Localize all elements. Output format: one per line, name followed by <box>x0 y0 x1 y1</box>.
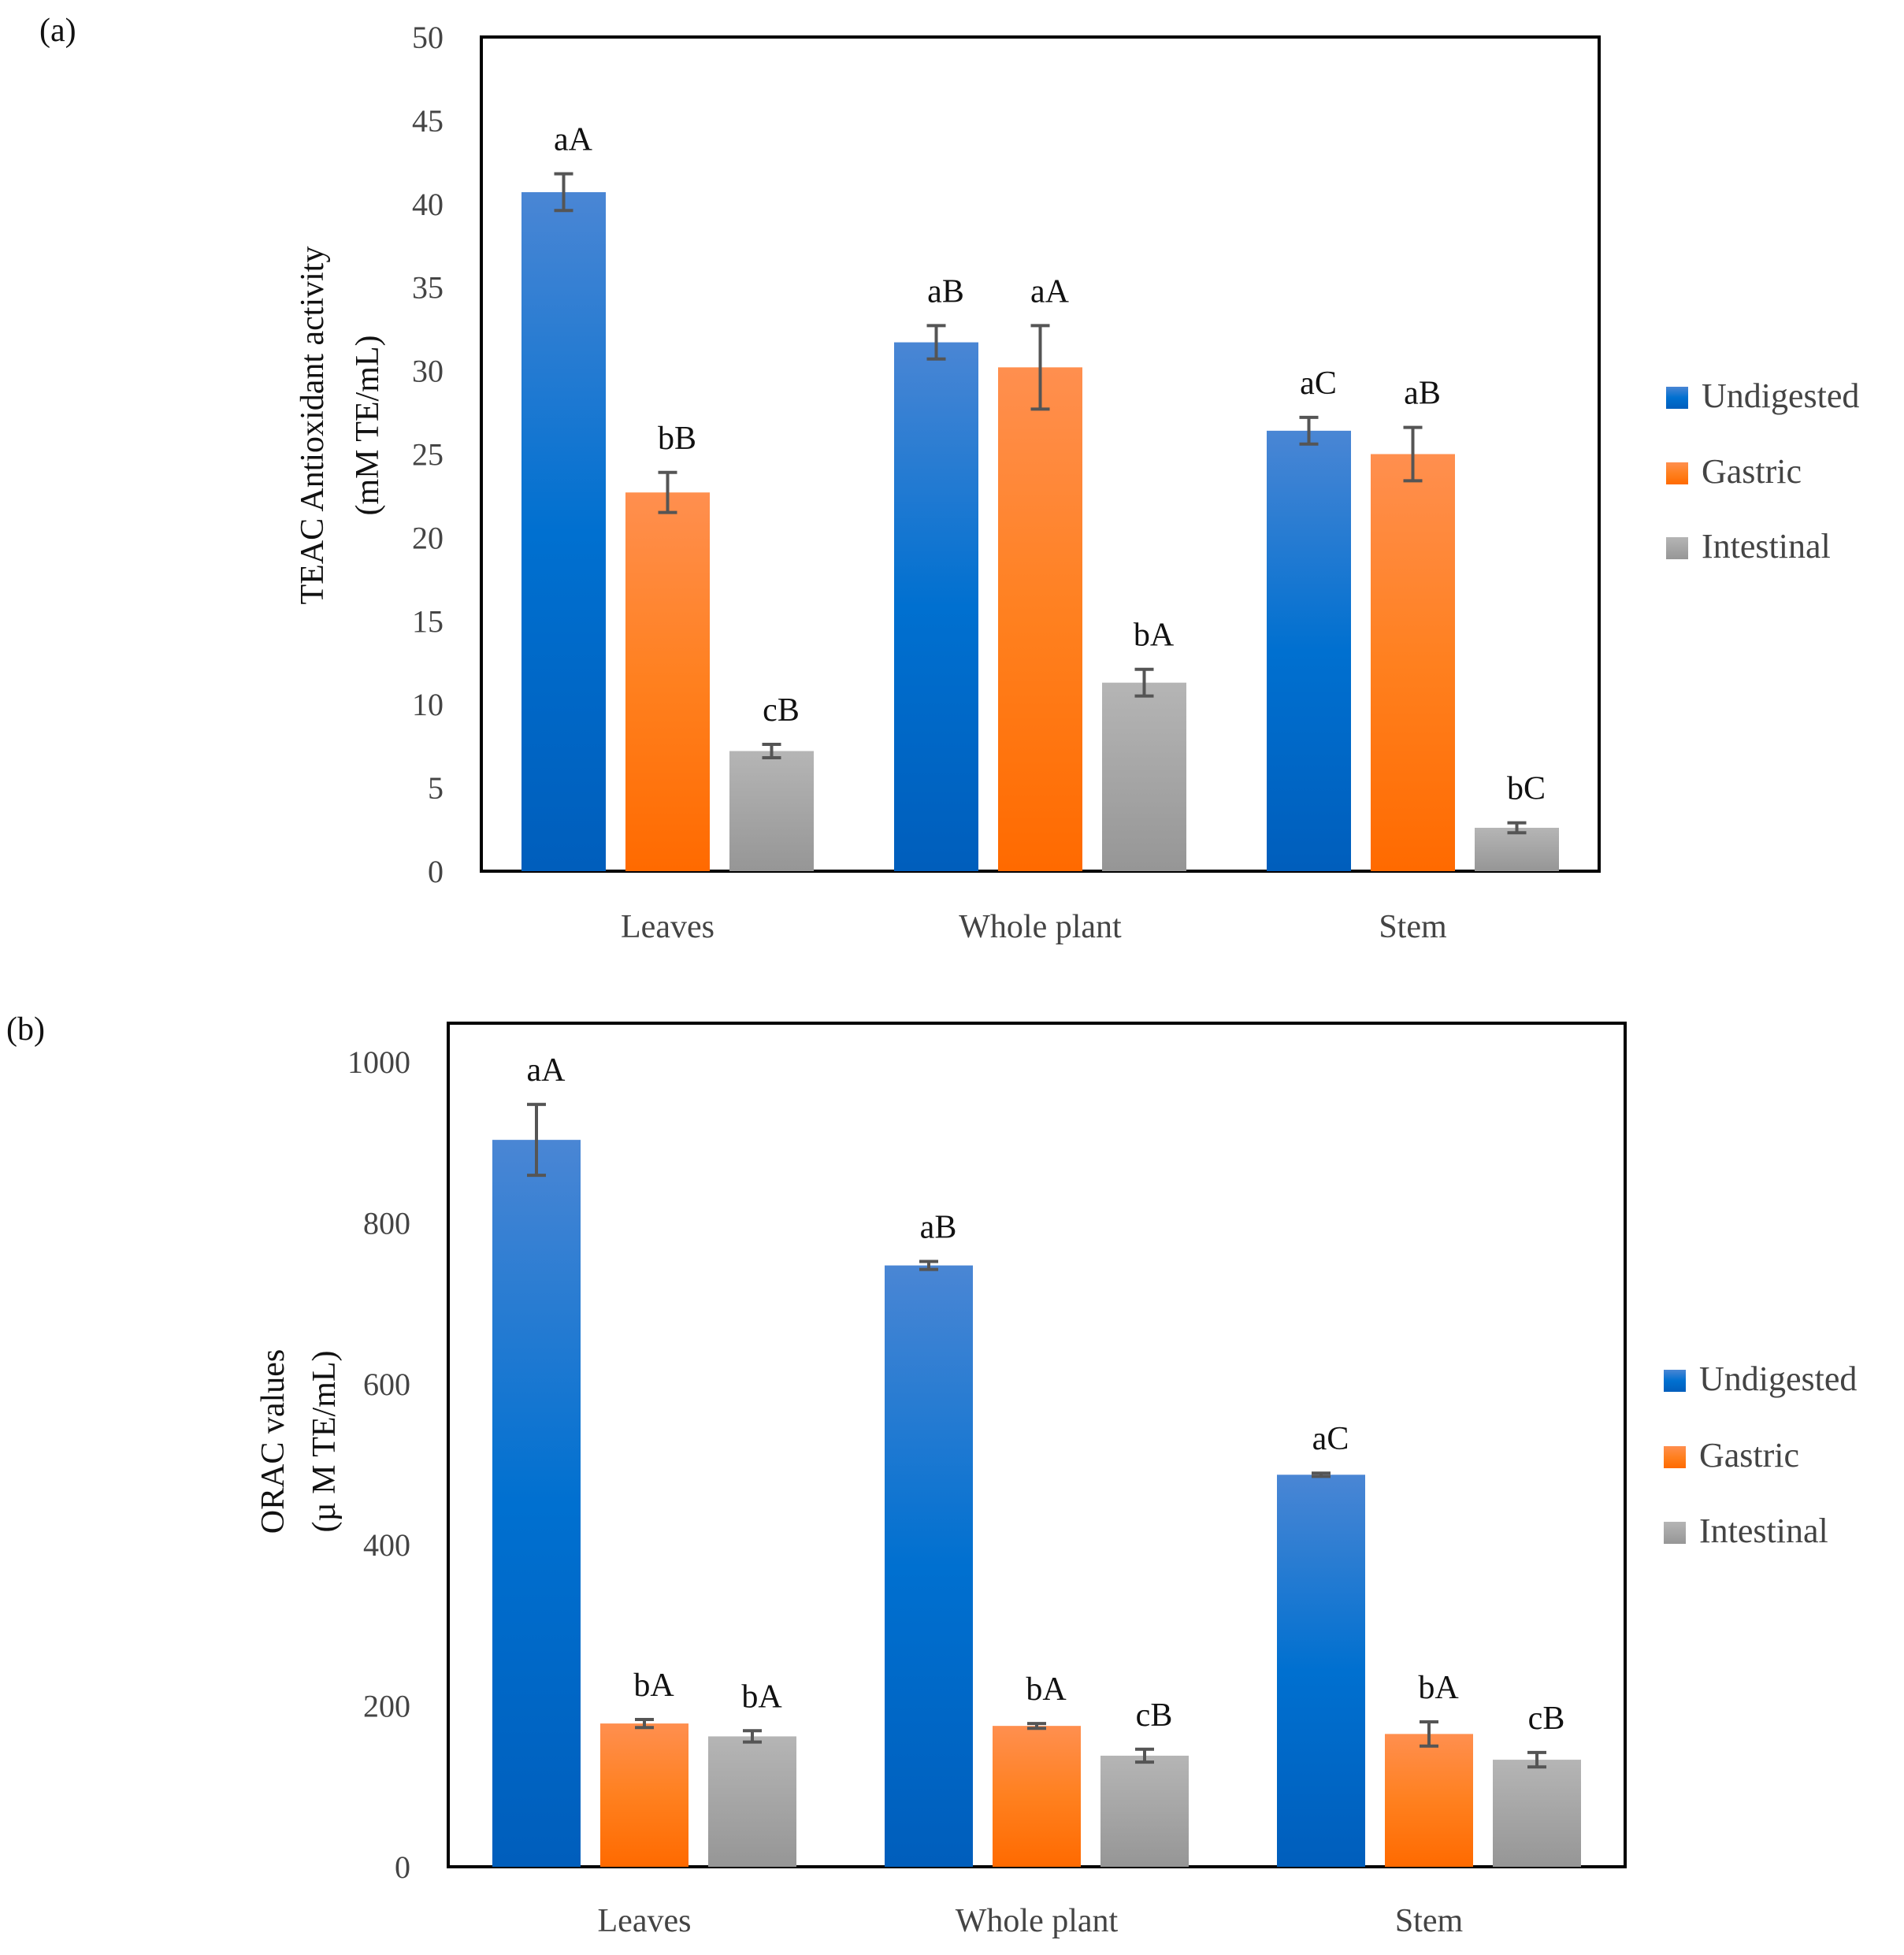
bar-undigested <box>521 191 606 871</box>
significance-label: bC <box>1507 771 1546 807</box>
legend-entry: Gastric <box>1702 452 1802 491</box>
y-tick-label: 800 <box>363 1205 410 1241</box>
y-tick-label: 0 <box>395 1849 410 1885</box>
significance-label: aB <box>1404 376 1441 412</box>
legend-entry: Gastric <box>1699 1436 1799 1475</box>
y-tick-label: 0 <box>428 854 444 889</box>
bar-gastric <box>998 367 1082 871</box>
x-tick-label: Stem <box>1395 1903 1464 1939</box>
legend-swatch <box>1664 1522 1686 1544</box>
legend-entry: Undigested <box>1702 377 1859 415</box>
significance-label: aB <box>920 1209 957 1245</box>
significance-label: aC <box>1300 365 1337 402</box>
bar-gastric <box>600 1723 688 1867</box>
significance-label: bA <box>1418 1670 1459 1706</box>
y-tick-label: 600 <box>363 1367 410 1402</box>
bar-intestinal <box>1100 1755 1189 1867</box>
bar-gastric <box>993 1726 1081 1867</box>
x-tick-label: Leaves <box>598 1903 692 1939</box>
y-tick-label: 1000 <box>347 1044 410 1080</box>
y-axis-label: ORAC values <box>255 1349 291 1534</box>
y-tick-label: 30 <box>412 354 444 389</box>
y-tick-label: 50 <box>412 20 444 55</box>
x-tick-label: Leaves <box>621 909 714 945</box>
legend-swatch <box>1664 1446 1686 1468</box>
legend-swatch <box>1664 1370 1686 1392</box>
bar-intestinal <box>1475 827 1559 871</box>
significance-label: aB <box>927 273 964 310</box>
x-tick-label: Stem <box>1379 909 1447 945</box>
bar-gastric <box>1371 454 1455 871</box>
panel-label: (a) <box>39 13 76 49</box>
y-tick-label: 40 <box>412 187 444 222</box>
bar-undigested <box>894 342 978 871</box>
legend-entry: Intestinal <box>1699 1512 1828 1550</box>
significance-label: cB <box>1528 1701 1565 1737</box>
legend-entry: Undigested <box>1699 1360 1857 1398</box>
y-tick-label: 200 <box>363 1689 410 1724</box>
bar-intestinal <box>729 751 814 871</box>
bar-gastric <box>625 492 710 871</box>
y-axis-label-units: (µ M TE/mL) <box>306 1350 343 1532</box>
bar-undigested <box>885 1265 973 1867</box>
y-tick-label: 45 <box>412 103 444 139</box>
legend-entry: Intestinal <box>1702 527 1831 566</box>
significance-label: aA <box>527 1052 566 1089</box>
bar-intestinal <box>1102 682 1186 871</box>
panel-label: (b) <box>6 1011 45 1048</box>
bar-undigested <box>1267 430 1351 871</box>
x-tick-label: Whole plant <box>959 909 1122 945</box>
y-tick-label: 15 <box>412 603 444 639</box>
y-tick-label: 10 <box>412 687 444 722</box>
significance-label: aA <box>554 122 593 158</box>
legend-swatch <box>1666 537 1688 559</box>
x-tick-label: Whole plant <box>956 1903 1119 1939</box>
significance-label: bA <box>633 1668 674 1704</box>
bar-intestinal <box>708 1736 796 1867</box>
significance-label: bA <box>1026 1671 1067 1708</box>
y-tick-label: 25 <box>412 437 444 473</box>
y-axis-label-units: (mM TE/mL) <box>350 335 386 515</box>
bar-undigested <box>492 1140 581 1867</box>
significance-label: aC <box>1312 1421 1349 1457</box>
bar-gastric <box>1385 1734 1473 1867</box>
legend-swatch <box>1666 462 1688 484</box>
y-tick-label: 35 <box>412 270 444 306</box>
bar-intestinal <box>1493 1760 1581 1867</box>
y-tick-label: 20 <box>412 520 444 555</box>
significance-label: bB <box>658 421 696 457</box>
bar-undigested <box>1277 1475 1365 1867</box>
y-tick-label: 400 <box>363 1527 410 1563</box>
legend-swatch <box>1666 387 1688 409</box>
significance-label: bA <box>1134 618 1175 654</box>
significance-label: aA <box>1030 273 1070 310</box>
y-axis-label: TEAC Antioxidant activity <box>295 247 331 605</box>
significance-label: bA <box>741 1679 782 1715</box>
y-tick-label: 5 <box>428 770 444 806</box>
significance-label: cB <box>763 692 800 729</box>
significance-label: cB <box>1136 1697 1173 1734</box>
